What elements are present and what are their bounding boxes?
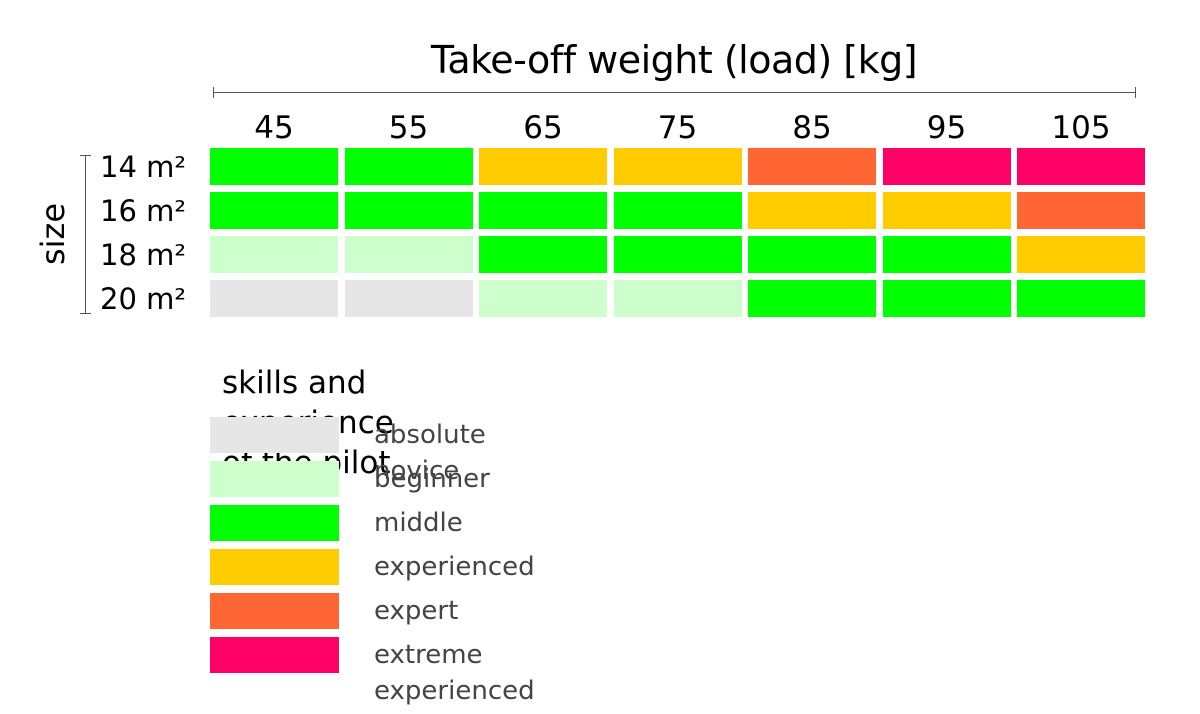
legend-swatch (210, 461, 339, 497)
legend-swatch (210, 505, 339, 541)
size-bracket-bottom-tick (80, 313, 91, 314)
column-label: 85 (792, 110, 832, 146)
heatmap-cell (1017, 236, 1145, 273)
column-label: 45 (254, 110, 294, 146)
heatmap-cell (613, 148, 742, 185)
legend-swatch (210, 593, 339, 629)
column-label: 75 (657, 110, 698, 146)
heatmap-cell (613, 192, 742, 229)
x-axis-cap-right (1135, 87, 1136, 98)
legend-label: absolute novice (374, 420, 486, 486)
heatmap-cell (748, 236, 876, 273)
heatmap-cell (882, 148, 1011, 185)
heatmap-cell (1017, 192, 1145, 229)
legend-label: middle (374, 508, 463, 538)
heatmap-cell (479, 192, 607, 229)
column-label: 95 (926, 110, 967, 146)
heatmap-cell (344, 148, 473, 185)
heatmap-cell (748, 148, 876, 185)
row-label: 18 m² (100, 237, 186, 272)
column-label: 105 (1051, 110, 1111, 146)
heatmap-cell (479, 236, 607, 273)
heatmap-cell (613, 236, 742, 273)
chart-title: Take-off weight (load) [kg] (430, 38, 918, 82)
heatmap-cell (748, 280, 876, 317)
heatmap-cell (1017, 148, 1145, 185)
heatmap-cell (344, 236, 473, 273)
heatmap-cell (344, 280, 473, 317)
legend-label: experienced (374, 552, 535, 582)
heatmap-cell (210, 192, 338, 229)
row-label: 14 m² (100, 149, 186, 184)
heatmap-cell (1017, 280, 1145, 317)
legend-label: expert (374, 596, 459, 626)
size-bracket-top-tick (80, 155, 91, 156)
row-label: 20 m² (100, 281, 186, 316)
legend-swatch (210, 637, 339, 673)
heatmap-cell (748, 192, 876, 229)
size-axis-label: size (34, 202, 72, 266)
heatmap-cell (210, 280, 338, 317)
column-label: 55 (388, 110, 429, 146)
heatmap-cell (210, 148, 338, 185)
legend-swatch (210, 549, 339, 585)
legend-swatch (210, 417, 339, 453)
heatmap-cell (210, 236, 338, 273)
heatmap-cell (882, 236, 1011, 273)
legend-label: beginner (374, 464, 490, 494)
column-label: 65 (523, 110, 563, 146)
size-bracket (85, 155, 86, 313)
heatmap-cell (344, 192, 473, 229)
heatmap-cell (479, 148, 607, 185)
x-axis-cap-left (213, 87, 214, 98)
heatmap-cell (479, 280, 607, 317)
heatmap-cell (882, 280, 1011, 317)
heatmap-cell (613, 280, 742, 317)
x-axis-line (213, 92, 1135, 93)
heatmap-cell (882, 192, 1011, 229)
legend-label: extreme experienced (374, 640, 535, 706)
row-label: 16 m² (100, 193, 186, 228)
